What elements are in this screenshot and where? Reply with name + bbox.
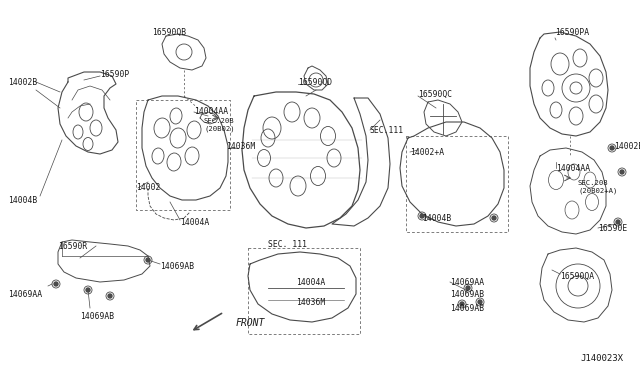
Text: SEC. 111: SEC. 111 xyxy=(268,240,307,249)
Text: J140023X: J140023X xyxy=(580,354,623,363)
Circle shape xyxy=(420,214,424,218)
Text: 14002: 14002 xyxy=(136,183,161,192)
Text: 14004AA: 14004AA xyxy=(556,164,590,173)
Text: 16590QB: 16590QB xyxy=(152,28,186,37)
Text: 14069AA: 14069AA xyxy=(8,290,42,299)
Circle shape xyxy=(54,282,58,286)
Circle shape xyxy=(620,170,624,174)
Text: 14002B: 14002B xyxy=(8,78,37,87)
Text: SEC.20B: SEC.20B xyxy=(204,118,235,124)
Text: 14069AB: 14069AB xyxy=(450,290,484,299)
Text: 16590E: 16590E xyxy=(598,224,627,233)
Circle shape xyxy=(86,288,90,292)
Text: 14004A: 14004A xyxy=(296,278,325,287)
Text: 16590QC: 16590QC xyxy=(418,90,452,99)
Text: 16590P: 16590P xyxy=(100,70,129,79)
Circle shape xyxy=(478,300,482,304)
Text: 14069AB: 14069AB xyxy=(160,262,194,271)
Text: 16590R: 16590R xyxy=(58,242,87,251)
Circle shape xyxy=(610,146,614,150)
Circle shape xyxy=(616,220,620,224)
Text: 16590PA: 16590PA xyxy=(555,28,589,37)
Circle shape xyxy=(466,286,470,290)
Text: SEC.208: SEC.208 xyxy=(578,180,609,186)
Text: 14069AA: 14069AA xyxy=(450,278,484,287)
Text: FRONT: FRONT xyxy=(236,318,266,328)
Circle shape xyxy=(146,258,150,262)
Text: 14069AB: 14069AB xyxy=(80,312,114,321)
Text: 14004A: 14004A xyxy=(180,218,209,227)
Circle shape xyxy=(108,294,112,298)
Text: 14004AA: 14004AA xyxy=(194,107,228,116)
Text: 16590QA: 16590QA xyxy=(560,272,594,281)
Text: 14036M: 14036M xyxy=(226,142,255,151)
Text: 14002+A: 14002+A xyxy=(410,148,444,157)
Circle shape xyxy=(492,216,496,220)
Text: (20B02): (20B02) xyxy=(204,126,235,132)
Circle shape xyxy=(460,302,464,306)
Text: 16590QD: 16590QD xyxy=(298,78,332,87)
Text: SEC.111: SEC.111 xyxy=(370,126,404,135)
Text: (20B02+A): (20B02+A) xyxy=(578,188,618,195)
Text: 14004B: 14004B xyxy=(8,196,37,205)
Text: 14004B: 14004B xyxy=(422,214,451,223)
Text: 14036M: 14036M xyxy=(296,298,325,307)
Text: 14002B: 14002B xyxy=(614,142,640,151)
Text: 14069AB: 14069AB xyxy=(450,304,484,313)
